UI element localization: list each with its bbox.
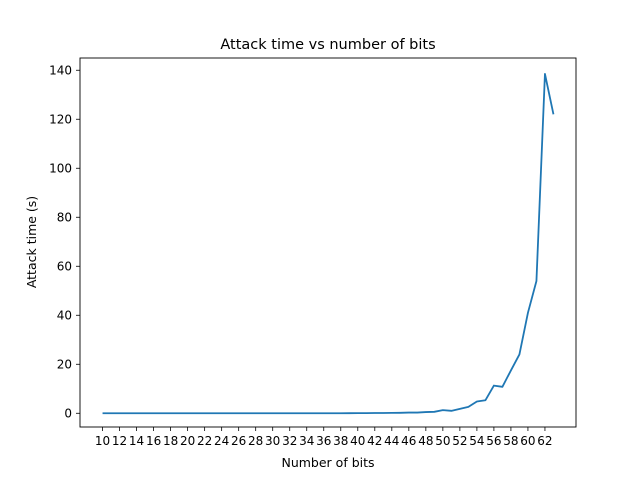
x-tick-label: 46 (401, 434, 416, 448)
y-tick-label: 140 (49, 63, 72, 77)
x-tick-label: 40 (350, 434, 365, 448)
x-axis-label: Number of bits (281, 455, 374, 470)
x-tick-label: 36 (316, 434, 331, 448)
x-tick-label: 30 (265, 434, 280, 448)
y-axis-ticks: 0 20 40 60 80 100 120 140 (49, 63, 80, 420)
x-tick-label: 32 (282, 434, 297, 448)
x-tick-label: 44 (384, 434, 399, 448)
x-tick-label: 24 (214, 434, 229, 448)
x-tick-label: 60 (520, 434, 535, 448)
y-tick-label: 100 (49, 161, 72, 175)
chart-title: Attack time vs number of bits (220, 37, 435, 53)
x-tick-label: 48 (418, 434, 433, 448)
x-tick-label: 52 (452, 434, 467, 448)
x-tick-label: 42 (367, 434, 382, 448)
y-tick-label: 40 (57, 308, 72, 322)
x-tick-label: 58 (503, 434, 518, 448)
x-tick-label: 10 (95, 434, 110, 448)
x-tick-label: 12 (112, 434, 127, 448)
x-tick-label: 34 (299, 434, 314, 448)
x-tick-label: 18 (163, 434, 178, 448)
x-tick-label: 22 (197, 434, 212, 448)
y-tick-label: 20 (57, 357, 72, 371)
x-tick-label: 56 (486, 434, 501, 448)
x-tick-label: 14 (129, 434, 144, 448)
plot-frame (79, 57, 577, 428)
y-tick-label: 120 (49, 112, 72, 126)
y-tick-label: 0 (64, 406, 72, 420)
series-line (102, 73, 555, 415)
y-tick-label: 60 (57, 259, 72, 273)
x-axis-ticks: 10 12 14 16 18 20 22 24 26 28 30 32 34 36 38 40 42 44 46 48… (95, 427, 553, 448)
x-tick-label: 28 (248, 434, 263, 448)
x-tick-label: 26 (231, 434, 246, 448)
y-tick-label: 80 (57, 210, 72, 224)
x-tick-label: 16 (146, 434, 161, 448)
x-tick-label: 62 (537, 434, 552, 448)
x-tick-label: 38 (333, 434, 348, 448)
y-axis-label: Attack time (s) (24, 196, 39, 288)
x-tick-label: 20 (180, 434, 195, 448)
x-tick-label: 50 (435, 434, 450, 448)
x-tick-label: 54 (469, 434, 484, 448)
